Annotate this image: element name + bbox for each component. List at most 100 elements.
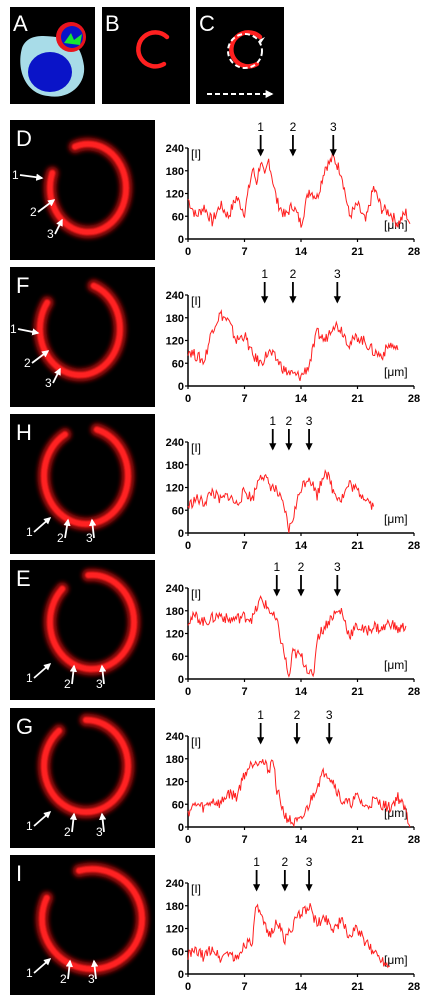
pointer-arrow-1 [33,517,52,533]
panel-letter-a: A [13,11,28,36]
peak-marker-label-1: 1 [257,708,264,722]
x-tick-label: 14 [295,981,308,993]
x-tick-label: 0 [185,981,191,993]
panel-letter-i: I [16,861,22,886]
panel-letter-d: D [16,126,32,151]
pointer-arrow-1 [33,958,52,974]
arrow-label-2: 2 [30,205,37,219]
pointer-arrow-3 [52,367,61,384]
peak-marker-label-1: 1 [269,414,276,428]
micrograph-g: G 1 2 3 [10,708,155,848]
panel-letter-e: E [16,566,31,591]
top-panel-c: C [196,7,284,104]
intensity-chart-i: 0 60 120 180 240 0 7 14 21 28 [I] [μm] 1 2 3 [166,855,420,993]
pointer-arrow-1 [33,811,52,827]
x-tick-label: 14 [295,246,308,258]
x-tick-label: 28 [408,393,420,405]
y-tick-label: 180 [166,606,184,618]
pointer-arrow-3 [99,664,107,685]
pointer-arrow-1 [33,663,52,679]
panel-letter-c: C [199,11,215,36]
y-tick-label: 60 [172,505,184,517]
x-tick-label: 21 [351,686,363,698]
x-tick-label: 28 [408,540,420,552]
ring-signal-shape [136,30,170,69]
x-tick-label: 7 [241,981,247,993]
micrograph-d: D 1 23 [10,120,155,260]
x-tick-label: 7 [241,246,247,258]
stained-ring [47,141,129,235]
panel-letter-b: B [105,11,120,36]
y-tick-label: 0 [178,234,184,246]
x-tick-label: 0 [185,540,191,552]
y-tick-label: 120 [166,336,184,348]
y-tick-label: 60 [172,358,184,370]
peak-marker-label-2: 2 [290,120,297,134]
x-tick-label: 0 [185,246,191,258]
arrow-label-2: 2 [24,356,31,370]
peak-marker-label-1: 1 [273,560,280,574]
peak-marker-label-3: 3 [334,560,341,574]
y-tick-label: 240 [166,731,184,743]
x-tick-label: 7 [241,393,247,405]
arrow-label-3: 3 [47,227,54,241]
peak-marker-label-3: 3 [334,267,341,281]
micrograph-e: E 1 2 3 [10,560,155,700]
x-tick-label: 14 [295,540,308,552]
x-tick-label: 21 [351,246,363,258]
dashed-trace-path [227,33,263,69]
panel-letter-g: G [16,714,33,739]
x-axis-label: [μm] [384,658,408,672]
intensity-profile-line [187,152,411,229]
y-axis-label: [I] [191,587,201,601]
x-tick-label: 0 [185,834,191,846]
y-axis-label: [I] [191,735,201,749]
peak-marker-label-3: 3 [330,120,337,134]
arrow-label-1: 1 [10,322,17,336]
arrow-label-2: 2 [60,972,67,986]
y-tick-label: 180 [166,313,184,325]
peak-marker-label-1: 1 [261,267,268,281]
y-tick-label: 240 [166,437,184,449]
x-tick-label: 21 [351,540,363,552]
pointer-arrow-3 [54,218,63,235]
y-tick-label: 0 [178,969,184,981]
y-tick-label: 60 [172,946,184,958]
arrow-label-3: 3 [96,825,103,839]
x-tick-label: 28 [408,834,420,846]
y-tick-label: 180 [166,901,184,913]
peak-marker-label-3: 3 [306,855,313,869]
panel-letter-h: H [16,420,32,445]
figure-row-i: I 1 2 3 0 60 120 180 240 0 7 14 21 28 [I] [μm] 1 2 3 [10,855,420,995]
y-tick-label: 120 [166,924,184,936]
stained-ring [41,717,132,815]
y-tick-label: 180 [166,460,184,472]
arrow-label-2: 2 [64,677,71,691]
y-tick-label: 240 [166,878,184,890]
y-axis-label: [I] [191,147,201,161]
green-region-shape [64,33,82,45]
top-panel-b: B [102,7,190,104]
x-tick-label: 28 [408,246,420,258]
intensity-profile-line [187,468,375,534]
y-tick-label: 240 [166,143,184,155]
arrow-label-1: 1 [26,525,33,539]
x-tick-label: 14 [295,686,308,698]
pointer-arrow-1 [19,173,44,181]
arrow-label-3: 3 [88,972,95,986]
x-tick-label: 28 [408,981,420,993]
arrow-label-1: 1 [26,819,33,833]
intensity-profile-line [187,594,407,678]
y-tick-label: 120 [166,629,184,641]
y-tick-label: 0 [178,822,184,834]
peak-marker-label-2: 2 [298,560,305,574]
peak-marker-label-2: 2 [286,414,293,428]
stained-ring [47,572,137,672]
x-tick-label: 28 [408,686,420,698]
peak-marker-label-1: 1 [253,855,260,869]
pointer-arrow-3 [99,812,107,833]
y-tick-label: 240 [166,583,184,595]
x-tick-label: 14 [295,393,308,405]
